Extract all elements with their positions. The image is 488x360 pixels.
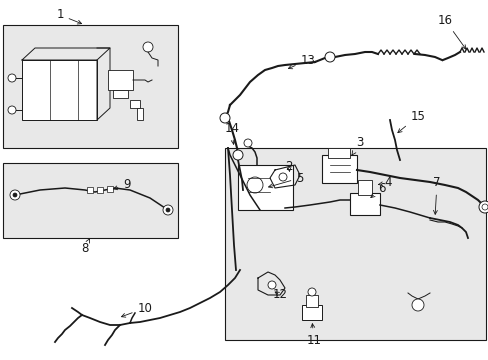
Text: 16: 16	[437, 13, 465, 49]
Circle shape	[142, 42, 153, 52]
Text: 13: 13	[288, 54, 315, 69]
Text: 8: 8	[81, 239, 89, 255]
Circle shape	[481, 204, 487, 210]
Bar	[107, 186, 113, 192]
Bar	[87, 187, 93, 193]
Circle shape	[220, 113, 229, 123]
Circle shape	[267, 281, 275, 289]
Bar	[97, 187, 103, 193]
Circle shape	[8, 74, 16, 82]
Bar	[3, 163, 178, 238]
Text: 3: 3	[351, 136, 363, 155]
Circle shape	[279, 173, 286, 181]
Bar	[305, 295, 317, 307]
Text: 1: 1	[56, 9, 81, 24]
Text: 12: 12	[272, 288, 287, 302]
Text: 15: 15	[397, 109, 425, 132]
Text: 11: 11	[306, 324, 321, 346]
Circle shape	[246, 177, 263, 193]
Bar	[108, 70, 133, 90]
Text: 2: 2	[285, 161, 292, 174]
Circle shape	[325, 52, 334, 62]
Text: 9: 9	[113, 179, 130, 192]
Bar	[130, 100, 140, 108]
Text: 5: 5	[268, 171, 303, 188]
Bar	[22, 60, 97, 120]
Bar	[238, 165, 292, 210]
Text: 7: 7	[432, 176, 440, 214]
Circle shape	[478, 201, 488, 213]
Text: 6: 6	[370, 181, 385, 198]
Circle shape	[244, 139, 251, 147]
Circle shape	[10, 190, 20, 200]
Text: 4: 4	[378, 176, 391, 189]
Bar	[357, 180, 371, 195]
Bar	[349, 193, 379, 215]
Bar	[321, 155, 356, 183]
Text: 14: 14	[224, 122, 239, 144]
Bar	[113, 90, 128, 98]
Circle shape	[165, 208, 170, 212]
Bar	[302, 305, 321, 320]
Circle shape	[411, 299, 423, 311]
Circle shape	[8, 106, 16, 114]
Bar	[137, 108, 142, 120]
Circle shape	[232, 150, 243, 160]
Bar	[3, 25, 178, 148]
Circle shape	[307, 288, 315, 296]
Text: 10: 10	[121, 302, 152, 317]
Bar	[327, 148, 349, 158]
Circle shape	[163, 205, 173, 215]
Bar	[224, 148, 485, 340]
Circle shape	[13, 193, 17, 197]
